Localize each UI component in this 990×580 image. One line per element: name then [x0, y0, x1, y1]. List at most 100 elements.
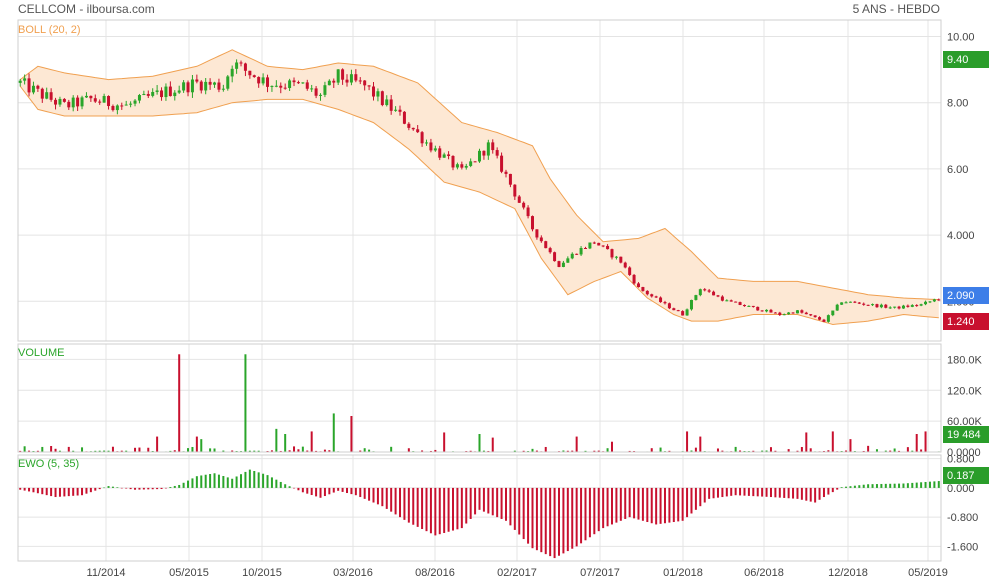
candle-body: [367, 85, 371, 87]
ewo-bar: [240, 474, 243, 488]
ewo-bar: [94, 487, 97, 491]
ewo-bar: [540, 487, 543, 553]
candle-body: [429, 142, 433, 151]
candle-body: [243, 63, 247, 71]
ewo-tick-label: 0.000: [947, 483, 975, 495]
ewo-bar: [407, 487, 410, 523]
candle-body: [27, 78, 31, 93]
candle-body: [681, 311, 685, 316]
volume-bar: [482, 450, 485, 452]
ewo-bar: [849, 486, 852, 488]
volume-bar: [898, 450, 901, 452]
ewo-bar: [284, 484, 287, 488]
ewo-bar: [482, 487, 485, 512]
volume-bar: [195, 436, 198, 452]
candle-body: [155, 90, 159, 92]
candle-body: [45, 92, 49, 99]
ewo-bar: [792, 487, 795, 499]
ewo-bar: [597, 487, 600, 532]
x-tick-label: 08/2016: [415, 567, 455, 579]
ewo-bar: [575, 487, 578, 547]
ewo-bar: [332, 487, 335, 493]
ewo-bar: [496, 487, 499, 518]
candle-body: [380, 91, 384, 106]
volume-bar: [284, 434, 287, 452]
candle-body: [535, 229, 539, 238]
ewo-bar: [906, 483, 909, 488]
candle-body: [844, 302, 848, 304]
candle-body: [425, 142, 429, 144]
value-badges: 9.40 2.090 1.240 19 484 0.187: [943, 51, 989, 484]
volume-bar: [800, 447, 803, 452]
candle-body: [168, 86, 172, 97]
candle-body: [486, 142, 490, 156]
candle-body: [358, 80, 362, 82]
ewo-bar: [730, 487, 733, 496]
candle-body: [672, 308, 676, 311]
ewo-bar: [646, 487, 649, 523]
ewo-label: EWO (5, 35): [18, 458, 79, 470]
volume-bar: [310, 431, 313, 452]
ewo-bar: [89, 487, 92, 493]
ewo-bar: [588, 487, 591, 538]
candle-body: [561, 262, 565, 267]
period-label[interactable]: 5 ANS - HEBDO: [852, 2, 940, 16]
volume-bar: [544, 446, 547, 452]
ewo-bar: [884, 483, 887, 488]
candle-body: [345, 79, 349, 83]
volume-bar: [429, 450, 432, 452]
x-tick-label: 10/2015: [242, 567, 282, 579]
volume-bar: [390, 446, 393, 452]
volume-bar: [690, 450, 693, 452]
candle-body: [296, 82, 300, 84]
volume-bar: [628, 450, 631, 452]
volume-bar: [98, 450, 101, 452]
ewo-bar: [156, 487, 159, 490]
volume-bar: [244, 354, 247, 452]
candle-body: [517, 196, 521, 203]
ewo-bar: [421, 487, 424, 530]
volume-bar: [332, 413, 335, 452]
volume-bar: [659, 447, 662, 452]
volume-bar: [54, 448, 57, 452]
boll-lower-badge: 1.240: [947, 316, 975, 328]
candle-body: [548, 248, 552, 253]
ewo-bar: [655, 487, 658, 525]
ewo-bar: [67, 487, 70, 497]
price-tick-label: 6.00: [947, 164, 968, 176]
ewo-bar: [889, 483, 892, 488]
ewo-bar: [469, 487, 472, 519]
ewo-bar: [262, 473, 265, 488]
candle-body: [734, 301, 738, 303]
ewo-bar: [438, 487, 441, 535]
ewo-bar: [531, 487, 534, 549]
candle-body: [650, 294, 654, 297]
candle-body: [597, 242, 601, 246]
ewo-bar: [659, 487, 662, 524]
candle-body: [473, 161, 477, 163]
candle-body: [857, 302, 861, 304]
ewo-bar: [686, 487, 689, 518]
volume-bar: [363, 448, 366, 452]
candle-body: [831, 310, 835, 316]
volume-bar: [72, 450, 75, 452]
volume-bar: [862, 450, 865, 452]
ewo-bar: [434, 487, 437, 536]
volume-bar: [531, 448, 534, 452]
candle-body: [778, 312, 782, 316]
ewo-bar: [306, 487, 309, 494]
ewo-bar: [518, 487, 521, 535]
candle-body: [151, 91, 155, 96]
last-price-badge-bg: [943, 51, 989, 68]
volume-bar: [535, 450, 538, 452]
volume-bar: [58, 450, 61, 452]
ewo-bar: [557, 487, 560, 556]
candle-body: [482, 150, 486, 156]
candle-body: [747, 305, 751, 307]
candle-body: [283, 87, 287, 89]
candle-body: [195, 79, 199, 82]
candle-body: [142, 93, 146, 96]
ewo-bar: [822, 487, 825, 498]
volume-tick-label: 0.0000: [947, 447, 981, 459]
ewo-bar: [293, 487, 296, 489]
